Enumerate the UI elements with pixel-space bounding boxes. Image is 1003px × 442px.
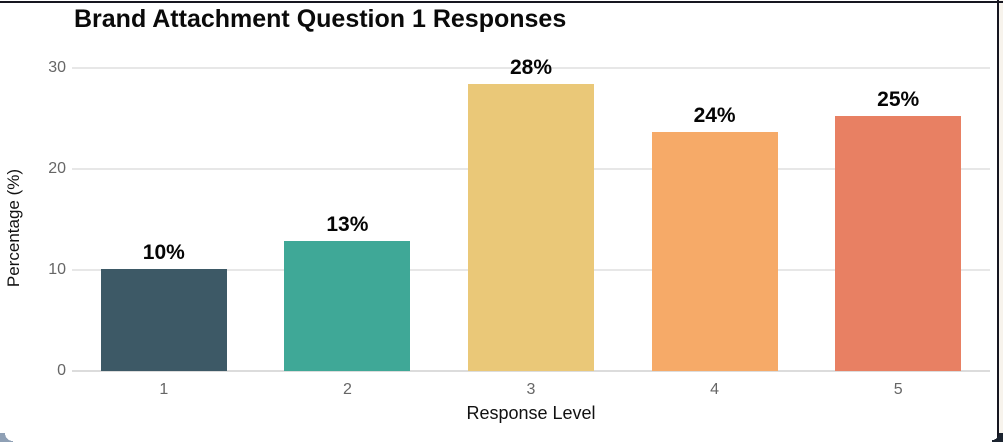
x-tick-label-2: 2 bbox=[342, 381, 352, 398]
bar-value-label-5: 25% bbox=[877, 88, 920, 112]
x-tick-label-4: 4 bbox=[710, 381, 720, 398]
window-corner-bottom-right bbox=[992, 433, 1003, 442]
x-tick-label-3: 3 bbox=[526, 381, 536, 398]
x-tick-label-5: 5 bbox=[893, 381, 903, 398]
gridline-y-30 bbox=[72, 67, 990, 69]
bar-value-label-2: 13% bbox=[326, 212, 369, 236]
window-right-border bbox=[997, 0, 999, 442]
x-tick-label-1: 1 bbox=[159, 381, 169, 398]
window-top-border bbox=[0, 1, 1003, 3]
window-corner-bottom-left bbox=[0, 433, 13, 442]
bar-response-5 bbox=[835, 116, 962, 371]
bar-value-label-1: 10% bbox=[142, 240, 185, 264]
chart-title: Brand Attachment Question 1 Responses bbox=[74, 5, 567, 33]
y-tick-label-20: 20 bbox=[48, 160, 66, 177]
bar-response-3 bbox=[468, 84, 594, 371]
y-tick-label-10: 10 bbox=[48, 261, 66, 278]
bar-value-label-3: 28% bbox=[509, 56, 553, 80]
gridline-y-0 bbox=[72, 370, 990, 372]
bar-response-1 bbox=[100, 268, 227, 371]
bar-response-4 bbox=[651, 131, 778, 371]
bar-response-2 bbox=[284, 240, 411, 371]
y-tick-label-30: 30 bbox=[48, 59, 66, 76]
bar-value-label-4: 24% bbox=[693, 103, 736, 127]
y-axis-title: Percentage (%) bbox=[4, 168, 23, 288]
y-tick-label-0: 0 bbox=[57, 362, 66, 379]
window-right-margin bbox=[999, 0, 1003, 442]
x-axis-title: Response Level bbox=[466, 403, 596, 423]
